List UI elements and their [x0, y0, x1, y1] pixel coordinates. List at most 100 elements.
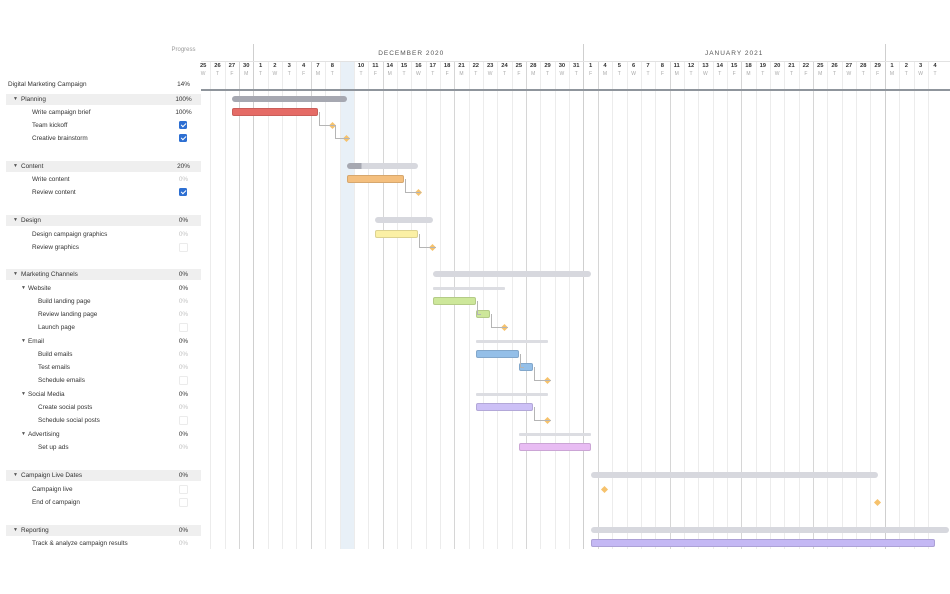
collapse-caret-icon[interactable]: ▼: [21, 430, 26, 437]
group-name[interactable]: Campaign Live Dates: [21, 471, 83, 479]
task-bar[interactable]: [518, 443, 591, 451]
grid-line: [210, 61, 212, 549]
group-name[interactable]: Marketing Channels: [21, 270, 78, 278]
task-bar[interactable]: [475, 350, 519, 358]
task-name[interactable]: Advertising: [28, 430, 60, 438]
subgroup-summary-bar[interactable]: [518, 432, 591, 436]
milestone-checkbox[interactable]: [179, 416, 188, 425]
day-of-week: T: [215, 71, 220, 77]
task-name[interactable]: Design campaign graphics: [32, 230, 108, 238]
task-name[interactable]: Set up ads: [38, 443, 69, 451]
task-bar[interactable]: [475, 310, 491, 318]
milestone-checkbox[interactable]: [179, 376, 188, 385]
group-summary-bar[interactable]: [590, 472, 878, 478]
task-name[interactable]: Creative brainstorm: [32, 134, 88, 142]
task-name[interactable]: Test emails: [38, 363, 70, 371]
collapse-caret-icon[interactable]: ▼: [13, 162, 18, 169]
task-name[interactable]: Create social posts: [38, 403, 93, 411]
task-bar[interactable]: [590, 539, 936, 547]
subgroup-summary-bar[interactable]: [475, 339, 548, 343]
task-progress: 20%: [177, 162, 190, 170]
collapse-caret-icon[interactable]: ▼: [13, 526, 18, 533]
day-of-week: M: [531, 71, 536, 77]
task-name[interactable]: Write campaign brief: [32, 108, 91, 116]
collapse-caret-icon[interactable]: ▼: [13, 270, 18, 277]
collapse-caret-icon[interactable]: ▼: [21, 390, 26, 397]
task-name[interactable]: Review content: [32, 188, 76, 196]
task-name[interactable]: Write content: [32, 175, 70, 183]
grid-line: [655, 61, 657, 549]
task-name[interactable]: Email: [28, 337, 44, 345]
task-name[interactable]: Website: [28, 284, 51, 292]
grid-line: [224, 61, 226, 549]
project-name[interactable]: Digital Marketing Campaign: [8, 80, 87, 88]
task-progress: 0%: [178, 350, 189, 358]
task-name[interactable]: Social Media: [28, 390, 65, 398]
subgroup-summary-bar[interactable]: [475, 392, 548, 396]
group-summary-bar[interactable]: [231, 96, 347, 102]
day-number: 28: [860, 63, 867, 69]
grid-line: [554, 61, 556, 549]
task-name[interactable]: Track & analyze campaign results: [32, 539, 128, 547]
task-bar[interactable]: [346, 175, 405, 183]
day-of-week: T: [904, 71, 908, 77]
task-bar[interactable]: [518, 363, 534, 371]
milestone-checkbox[interactable]: [179, 323, 188, 332]
task-bar[interactable]: [375, 230, 419, 238]
collapse-caret-icon[interactable]: ▼: [13, 216, 18, 223]
day-number: 25: [515, 63, 523, 69]
task-name[interactable]: Schedule emails: [38, 376, 85, 384]
task-name[interactable]: Schedule social posts: [38, 416, 100, 424]
collapse-caret-icon[interactable]: ▼: [13, 95, 18, 102]
grid-line: [870, 61, 872, 549]
milestone-checkbox[interactable]: [179, 243, 188, 252]
task-bar[interactable]: [475, 403, 534, 411]
milestone-diamond-icon[interactable]: [601, 485, 609, 493]
milestone-checkbox[interactable]: [179, 485, 188, 494]
group-summary-bar[interactable]: [375, 217, 433, 223]
subgroup-summary-bar[interactable]: [432, 286, 505, 290]
group-name[interactable]: Content: [21, 162, 44, 170]
milestone-checkbox-checked[interactable]: [179, 134, 187, 142]
task-name[interactable]: Review graphics: [32, 243, 79, 251]
group-name[interactable]: Reporting: [21, 526, 49, 534]
collapse-caret-icon[interactable]: ▼: [13, 471, 18, 478]
day-of-week: W: [918, 71, 924, 77]
day-of-week: W: [774, 71, 780, 77]
grid-line: [856, 61, 858, 549]
collapse-caret-icon[interactable]: ▼: [21, 284, 26, 291]
day-number: 7: [316, 63, 320, 69]
task-name[interactable]: Build emails: [38, 350, 73, 358]
task-name[interactable]: Campaign live: [32, 485, 73, 493]
milestone-checkbox[interactable]: [179, 498, 188, 507]
day-number: 2: [904, 63, 908, 69]
group-summary-bar[interactable]: [590, 527, 950, 533]
day-number: 22: [802, 63, 810, 69]
task-bar[interactable]: [231, 108, 318, 116]
dependency-connector: [405, 179, 422, 193]
day-number: 30: [558, 63, 566, 69]
day-number: 8: [660, 63, 664, 69]
task-name[interactable]: Review landing page: [38, 310, 98, 318]
milestone-checkbox-checked[interactable]: [179, 188, 187, 196]
task-name[interactable]: Launch page: [38, 323, 75, 331]
group-summary-bar[interactable]: [346, 163, 419, 169]
day-of-week: T: [789, 71, 794, 77]
day-of-week: M: [602, 71, 608, 77]
task-name[interactable]: Team kickoff: [32, 121, 68, 129]
collapse-caret-icon[interactable]: ▼: [21, 337, 26, 344]
milestone-checkbox-checked[interactable]: [179, 121, 187, 129]
day-number: 14: [716, 63, 723, 69]
milestone-diamond-icon[interactable]: [874, 498, 882, 506]
grid-line: [712, 61, 714, 549]
day-number: 31: [573, 63, 580, 69]
grid-line: [511, 61, 513, 549]
group-summary-bar[interactable]: [432, 271, 591, 277]
task-name[interactable]: End of campaign: [32, 498, 80, 506]
task-bar[interactable]: [432, 297, 476, 305]
dependency-connector: [491, 314, 508, 328]
task-progress: 0%: [178, 526, 189, 534]
group-name[interactable]: Design: [21, 216, 41, 224]
group-name[interactable]: Planning: [21, 95, 46, 103]
task-name[interactable]: Build landing page: [38, 297, 91, 305]
